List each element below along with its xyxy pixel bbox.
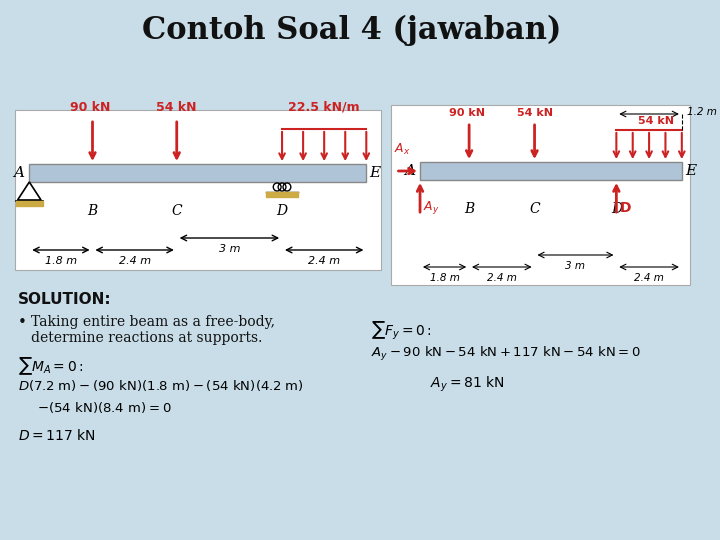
Text: B: B	[464, 202, 474, 216]
Text: 90 kN: 90 kN	[449, 108, 485, 118]
Text: 3 m: 3 m	[219, 244, 240, 254]
Text: 1.8 m: 1.8 m	[430, 273, 459, 283]
Text: 22.5 kN/m: 22.5 kN/m	[289, 101, 360, 114]
Text: 2.4 m: 2.4 m	[308, 256, 341, 266]
Text: $D = 117\ \mathrm{kN}$: $D = 117\ \mathrm{kN}$	[17, 428, 95, 443]
Text: D: D	[611, 202, 622, 216]
Text: Contoh Soal 4 (jawaban): Contoh Soal 4 (jawaban)	[142, 15, 562, 45]
FancyBboxPatch shape	[391, 105, 690, 285]
Text: 3 m: 3 m	[565, 261, 585, 271]
Text: E: E	[369, 166, 380, 180]
Text: B: B	[87, 204, 98, 218]
Text: $A_y = 81\ \mathrm{kN}$: $A_y = 81\ \mathrm{kN}$	[430, 375, 505, 394]
Text: $A_x$: $A_x$	[395, 142, 410, 157]
Text: 54 kN: 54 kN	[156, 101, 197, 114]
Text: •: •	[17, 315, 27, 330]
Text: 54 kN: 54 kN	[638, 116, 674, 126]
Text: $\sum M_A = 0:$: $\sum M_A = 0:$	[17, 355, 84, 377]
FancyBboxPatch shape	[14, 110, 381, 270]
Text: 1.8 m: 1.8 m	[45, 256, 77, 266]
Text: D: D	[276, 204, 287, 218]
Text: A: A	[404, 164, 415, 178]
Text: Taking entire beam as a free-body,
determine reactions at supports.: Taking entire beam as a free-body, deter…	[31, 315, 275, 345]
Text: 2.4 m: 2.4 m	[119, 256, 150, 266]
Text: D: D	[619, 201, 631, 215]
Text: $\sum F_y = 0:$: $\sum F_y = 0:$	[372, 320, 432, 342]
FancyBboxPatch shape	[30, 164, 366, 182]
Text: 90 kN: 90 kN	[71, 101, 111, 114]
Text: 2.4 m: 2.4 m	[634, 273, 664, 283]
Text: A: A	[14, 166, 24, 180]
Text: C: C	[171, 204, 182, 218]
Text: SOLUTION:: SOLUTION:	[17, 292, 111, 307]
Text: C: C	[529, 202, 540, 216]
Text: $-(54\ \mathrm{kN})(8.4\ \mathrm{m}) = 0$: $-(54\ \mathrm{kN})(8.4\ \mathrm{m}) = 0…	[37, 400, 171, 415]
Text: 2.4 m: 2.4 m	[487, 273, 517, 283]
Text: $A_y - 90\ \mathrm{kN} - 54\ \mathrm{kN} + 117\ \mathrm{kN} - 54\ \mathrm{kN} = : $A_y - 90\ \mathrm{kN} - 54\ \mathrm{kN}…	[372, 345, 641, 363]
Text: $A_y$: $A_y$	[423, 199, 439, 217]
Text: 1.2 m: 1.2 m	[687, 107, 716, 117]
Text: E: E	[685, 164, 696, 178]
Text: $D(7.2\ \mathrm{m}) - (90\ \mathrm{kN})(1.8\ \mathrm{m}) - (54\ \mathrm{kN})(4.2: $D(7.2\ \mathrm{m}) - (90\ \mathrm{kN})(…	[17, 378, 303, 393]
FancyBboxPatch shape	[420, 162, 682, 180]
Text: 54 kN: 54 kN	[516, 108, 552, 118]
